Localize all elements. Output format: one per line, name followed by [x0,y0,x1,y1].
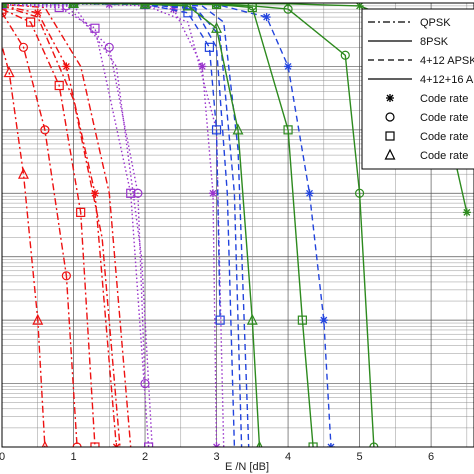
marker-triangle [232,123,244,135]
marker-circle [40,125,50,135]
series-line [2,3,153,447]
marker-star [284,62,293,71]
x-tick-labels: 0 1 2 3 4 5 6 [0,451,434,463]
marker-circle [61,271,71,281]
marker-square [90,442,100,447]
marker-square [126,188,136,198]
marker-star [33,8,42,17]
marker-star [212,3,221,8]
series-line [2,3,146,384]
series-12 [2,3,236,447]
marker-square [385,131,395,141]
marker-star [62,62,71,71]
marker-star [386,94,394,102]
series-line [2,3,314,447]
marker-star [305,189,314,198]
legend-label: 8PSK [420,36,449,48]
series-0 [2,43,49,447]
x-tick-label: 4 [285,451,291,463]
marker-circle [354,188,365,198]
marker-circle [104,42,114,52]
legend-box [361,8,474,170]
series-line [2,3,150,447]
marker-circle [369,442,379,447]
marker-star [319,316,328,325]
legend-label: Code rate [420,150,468,162]
series-line [2,3,225,447]
legend-label: Code rate [420,112,468,124]
marker-square [215,315,225,325]
series-line [2,43,46,447]
x-tick-label: 3 [213,451,219,463]
legend-label: Code rate [420,93,468,105]
marker-star [326,443,335,447]
marker-square [283,125,293,135]
marker-triangle [3,66,15,78]
marker-circle [340,50,350,60]
marker-triangle [211,21,223,33]
marker-square [308,442,318,447]
legend-label: 4+12+16 APSK [420,74,474,86]
marker-square [204,42,214,52]
marker-star [284,3,293,8]
legend-label: Code rate [420,131,468,143]
marker-square [26,17,36,27]
marker-circle [72,442,82,447]
marker-star [112,443,121,447]
marker-circle [247,3,257,11]
series-4 [2,3,132,447]
series-line [2,3,132,447]
series-line [2,5,121,447]
marker-star [208,189,217,198]
marker-star [262,13,271,22]
series-line [2,3,236,447]
marker-triangle [246,313,258,325]
marker-circle [133,188,143,198]
marker-star [462,208,471,217]
marker-square [2,4,7,14]
series-line [2,12,78,447]
marker-square [297,315,307,325]
marker-triangle [32,313,44,325]
marker-star [212,443,221,447]
marker-square [144,442,154,447]
series-2 [2,4,100,447]
x-tick-label: 2 [142,451,148,463]
series-line [2,3,375,447]
x-tick-label: 6 [428,451,434,463]
legend-label: 4+12 APSK [420,55,474,67]
marker-star [141,3,150,8]
x-tick-label: 0 [0,451,5,463]
series-line [2,3,332,447]
series-10 [2,3,225,447]
x-tick-label: 5 [357,451,363,463]
x-tick-label: 1 [70,451,76,463]
series-line [2,8,96,447]
x-axis-label: E /N [dB] [225,461,269,473]
marker-square [90,23,100,33]
marker-triangle [384,148,396,160]
series-8 [2,3,153,447]
marker-star [69,3,78,8]
marker-triangle [182,3,194,11]
marker-square [76,207,86,217]
legend: QPSK 8PSK 4+12 APSK 4+12+16 APSK Code rate Co… [361,8,474,170]
marker-circle [18,42,29,52]
legend-label: QPSK [420,17,451,29]
marker-square [211,125,222,135]
marker-square [183,8,193,18]
plot-frame [1,2,474,448]
marker-circle [385,112,395,122]
marker-triangle [17,167,29,179]
marker-square [54,80,64,91]
series-5 [2,5,121,447]
